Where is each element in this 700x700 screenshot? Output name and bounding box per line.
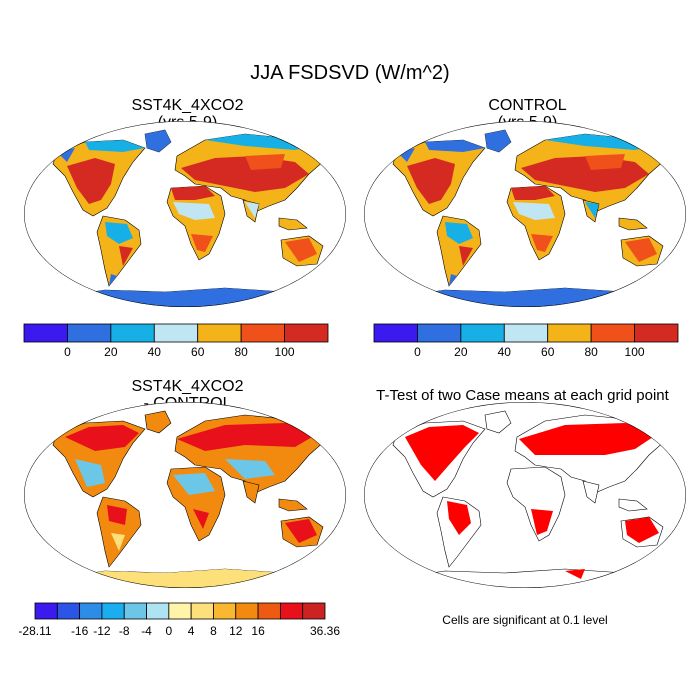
cb-diff-swatch	[168, 602, 192, 620]
cb-diff-tick-label: 12	[229, 624, 243, 638]
panel4-title: T-Test of two Case means at each grid po…	[376, 387, 669, 404]
cb-diff-tick-label: 0	[166, 624, 173, 638]
map-panel-difference	[24, 402, 346, 588]
cb-test-tick-label: 0	[64, 345, 71, 359]
cb-control-swatch	[590, 323, 635, 343]
cb-diff-tick-label: -16	[71, 624, 89, 638]
cb-diff-swatch	[101, 602, 125, 620]
cb-diff-swatch	[190, 602, 214, 620]
map-panel-ttest	[364, 402, 686, 588]
cb-control-swatch	[417, 323, 462, 343]
cb-control-swatch	[547, 323, 592, 343]
cb-diff-swatch	[56, 602, 81, 620]
cb-control-tick-label: 0	[414, 345, 421, 359]
cb-diff-swatch	[79, 602, 103, 620]
cb-test-tick-label: 60	[191, 345, 205, 359]
colorbar-control: 0 20 40 60 80 100	[373, 323, 679, 359]
panel2-title: CONTROL	[488, 97, 567, 114]
cb-test-swatch	[110, 323, 155, 343]
cb-diff-swatch	[34, 602, 58, 620]
map-panel-control	[364, 121, 686, 307]
cb-diff-swatch	[123, 602, 147, 620]
cb-diff-tick-label: 8	[210, 624, 217, 638]
cb-control-tick-label: 100	[625, 345, 645, 359]
cb-control-swatch	[373, 323, 418, 343]
cb-diff-tick-label: -12	[93, 624, 111, 638]
panel1-title: SST4K_4XCO2	[131, 97, 244, 114]
cb-diff-swatch	[213, 602, 237, 620]
cb-test-tick-label: 100	[275, 345, 295, 359]
cb-test-swatch	[67, 323, 112, 343]
cb-control-swatch	[460, 323, 505, 343]
cb-test-swatch	[23, 323, 68, 343]
cb-test-swatch	[240, 323, 285, 343]
cb-diff-tick-label: 36.36	[310, 624, 340, 638]
cb-diff-swatch	[279, 602, 304, 620]
cb-diff-swatch	[235, 602, 259, 620]
cb-diff-tick-label: -8	[119, 624, 130, 638]
figure-title: JJA FSDSVD (W/m^2)	[250, 62, 450, 84]
cb-control-tick-label: 60	[541, 345, 555, 359]
cb-diff-tick-label: 4	[188, 624, 195, 638]
cb-diff-swatch	[257, 602, 281, 620]
cb-test-swatch	[153, 323, 199, 343]
cb-diff-tick-label: -4	[141, 624, 152, 638]
significance-note: Cells are significant at 0.1 level	[442, 613, 608, 627]
cb-test-tick-label: 40	[148, 345, 162, 359]
cb-control-swatch	[634, 323, 679, 343]
cb-test-tick-label: 20	[104, 345, 118, 359]
cb-test-swatch	[284, 323, 329, 343]
cb-control-tick-label: 20	[454, 345, 468, 359]
panel3-title: SST4K_4XCO2	[131, 378, 244, 395]
cb-diff-swatch	[302, 602, 326, 620]
colorbar-test: 0 20 40 60 80 100	[23, 323, 329, 359]
cb-diff-swatch	[146, 602, 170, 620]
map-panel-test	[24, 121, 346, 307]
cb-control-tick-label: 80	[584, 345, 598, 359]
cb-diff-tick-label: 16	[251, 624, 265, 638]
colorbar-difference: -28.11 -16 -12 -8 -4 0 4 8 12 16 36.36	[18, 602, 340, 638]
cb-control-swatch	[503, 323, 549, 343]
cb-control-tick-label: 40	[498, 345, 512, 359]
cb-diff-tick-label: -28.11	[18, 624, 51, 638]
cb-test-tick-label: 80	[234, 345, 248, 359]
cb-test-swatch	[197, 323, 242, 343]
